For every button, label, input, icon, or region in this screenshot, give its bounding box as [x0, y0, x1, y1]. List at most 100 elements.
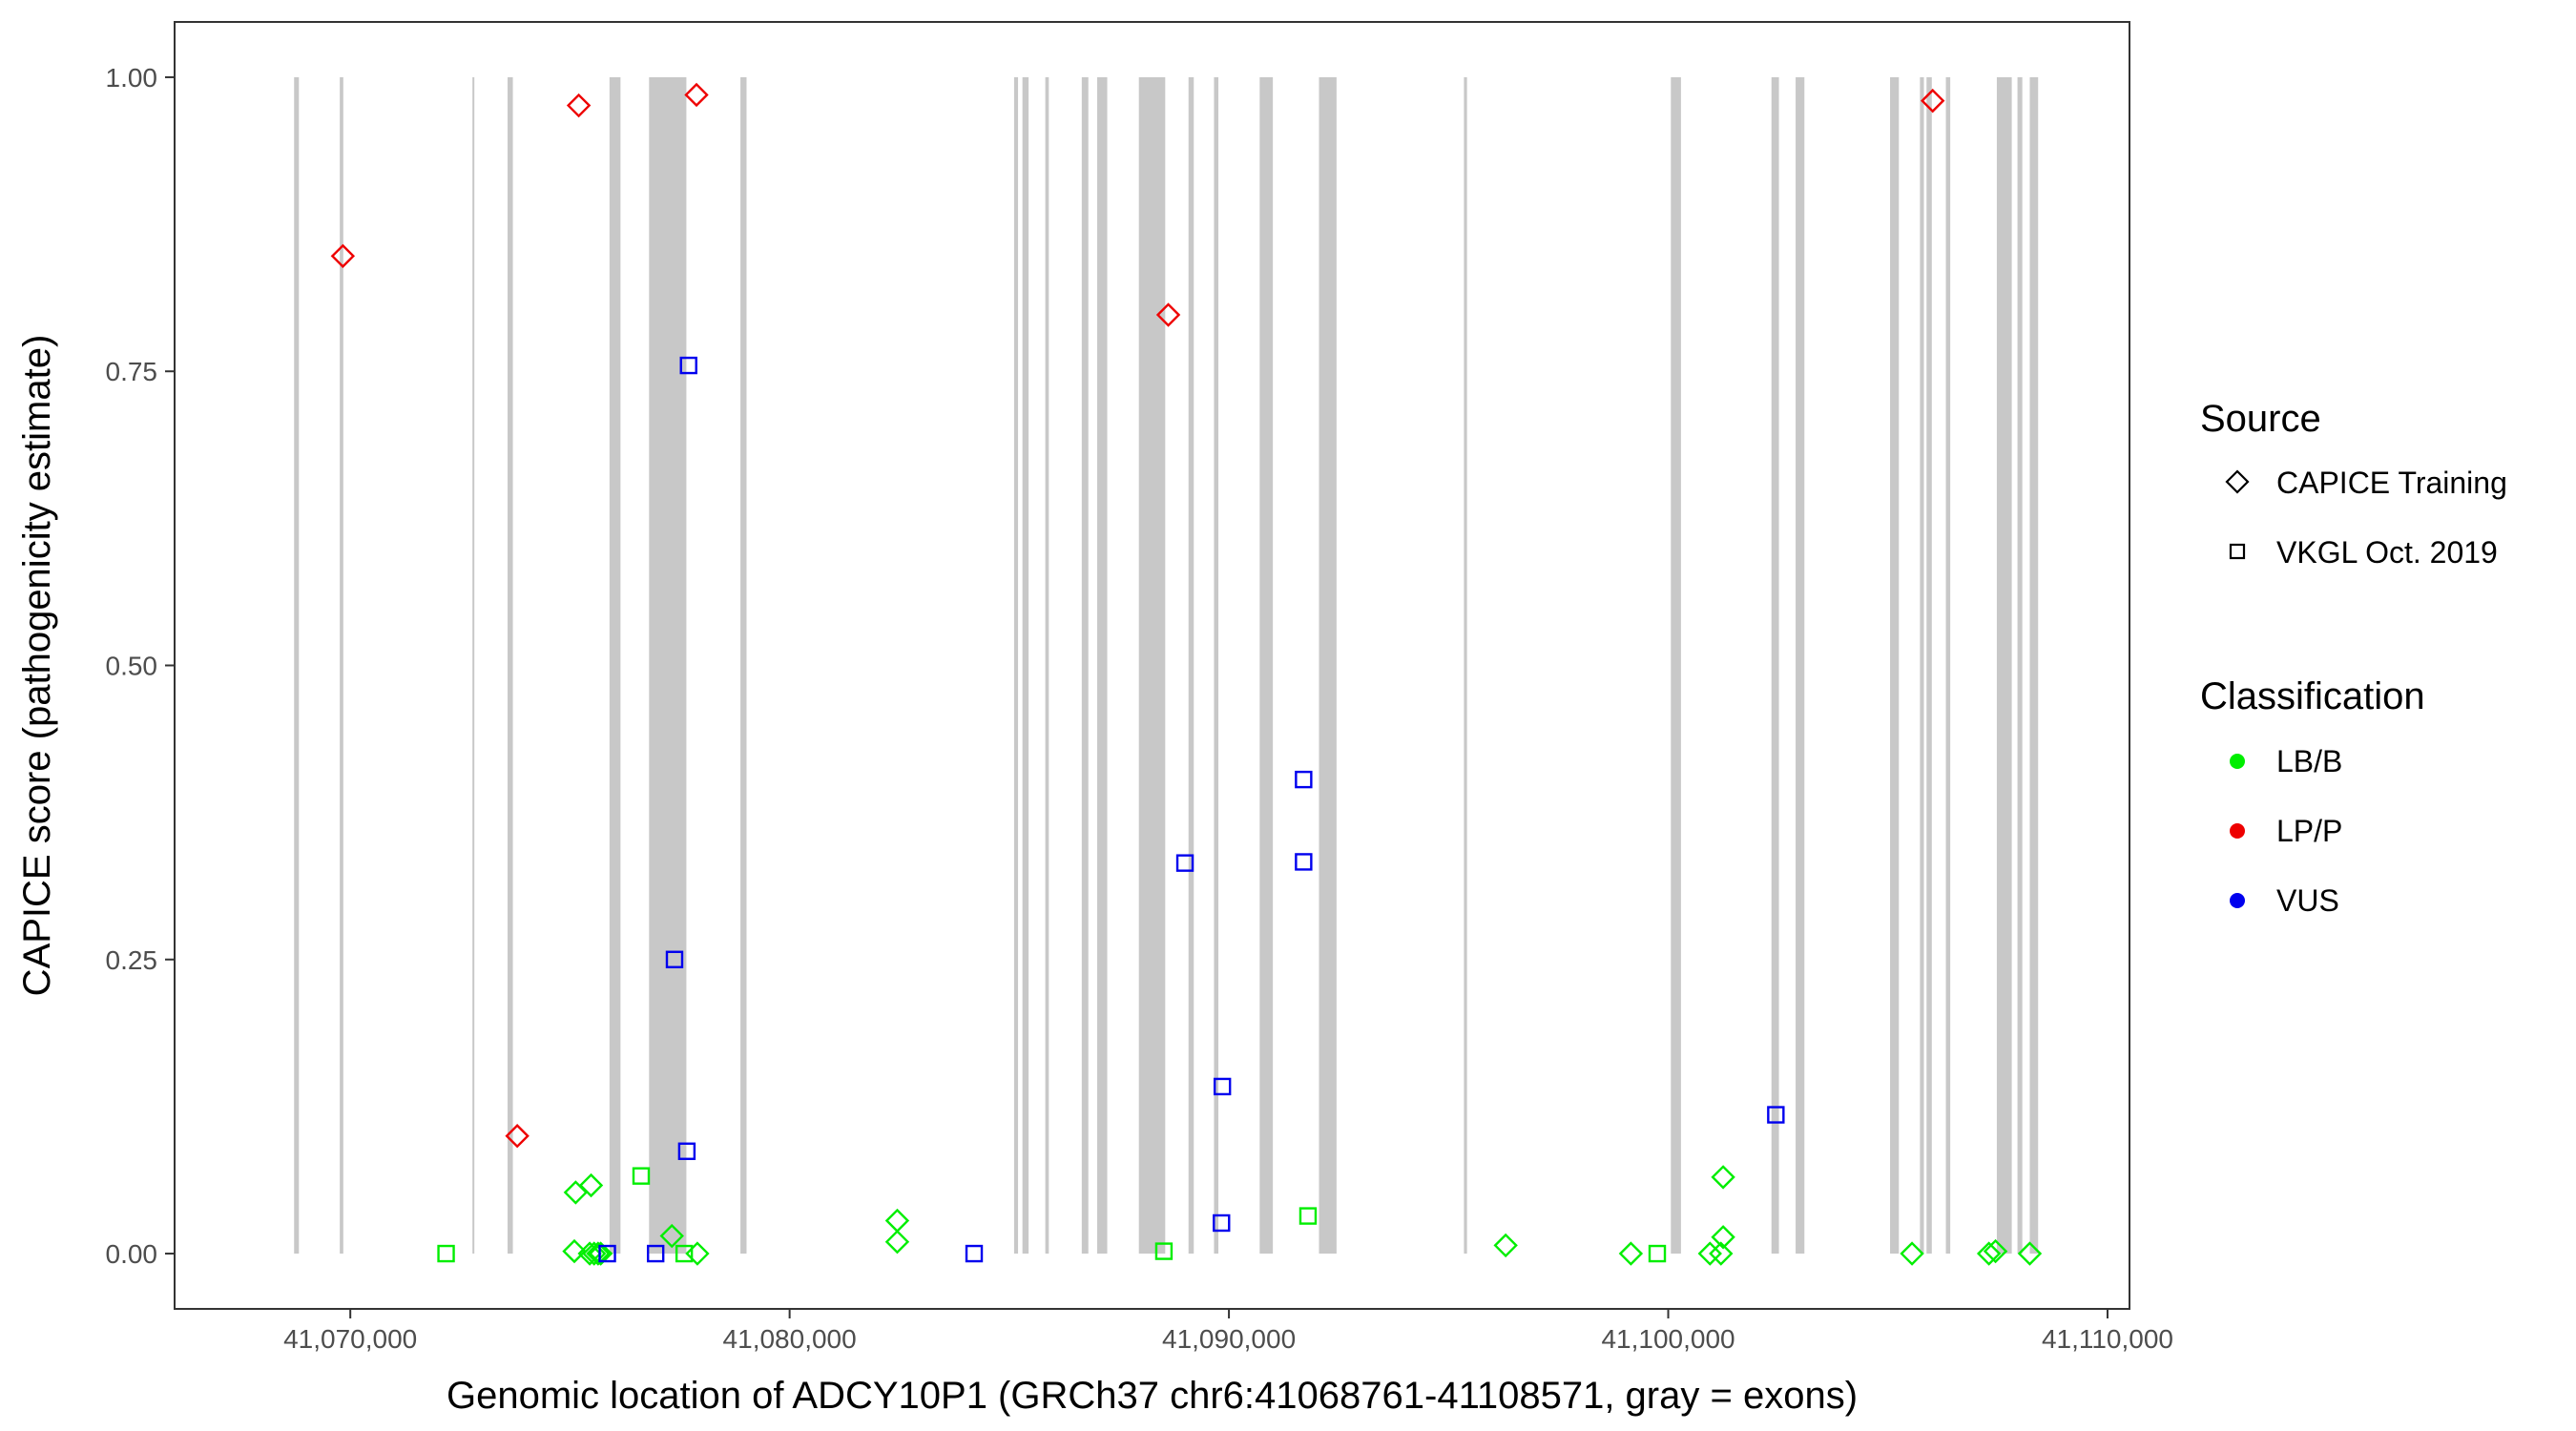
y-axis-ticks: 0.00 0.25 0.50 0.75 1.00 [106, 63, 175, 1269]
exon-band [649, 76, 687, 1255]
data-point-diamond [659, 1223, 684, 1249]
exon-band [1464, 76, 1467, 1255]
data-point-square [1213, 1213, 1231, 1233]
data-point-square [679, 356, 697, 375]
data-point-diamond [563, 1180, 589, 1205]
x-tick-label: 41,110,000 [2042, 1324, 2173, 1354]
y-tick-label: 0.50 [106, 652, 158, 681]
data-point-square [646, 1244, 665, 1263]
data-point-diamond [1697, 1241, 1722, 1266]
legend-source-label: VKGL Oct. 2019 [2276, 535, 2498, 570]
data-point-square [1295, 853, 1313, 871]
y-tick-label: 0.25 [106, 945, 158, 975]
legend-classification-label: VUS [2276, 883, 2339, 918]
exon-band [1214, 76, 1219, 1255]
data-point-diamond [1976, 1241, 2002, 1266]
x-tick-label: 41,090,000 [1162, 1324, 1296, 1354]
data-point-square [437, 1244, 455, 1263]
y-tick-label: 1.00 [106, 63, 158, 93]
data-point-diamond [1493, 1233, 1518, 1258]
data-point-square [1648, 1244, 1667, 1263]
x-tick-label: 41,070,000 [283, 1324, 417, 1354]
data-point-square [1175, 854, 1195, 872]
data-point-diamond [562, 1238, 587, 1264]
exon-band [1920, 76, 1924, 1255]
exon-band [2017, 76, 2023, 1255]
data-point-square [1154, 1242, 1174, 1260]
exon-band [1996, 76, 2012, 1255]
data-point-square [598, 1244, 616, 1263]
legend-square-key [2229, 543, 2246, 560]
y-axis-title: CAPICE score (pathogenicity estimate) [16, 335, 58, 997]
data-point-diamond [1711, 1225, 1735, 1250]
exon-band [1796, 76, 1805, 1255]
data-point-diamond [685, 1241, 710, 1266]
exon-band [1890, 76, 1900, 1255]
legend-source: Source CAPICE Training VKGL Oct. 2019 [2200, 398, 2507, 570]
exon-band [1945, 76, 1951, 1255]
data-point-diamond [884, 1208, 910, 1234]
x-tick-label: 41,100,000 [1601, 1324, 1735, 1354]
data-point-square [1767, 1106, 1785, 1124]
x-tick-label: 41,080,000 [723, 1324, 857, 1354]
exon-band [1138, 76, 1166, 1255]
data-point-diamond [1900, 1241, 1924, 1266]
data-point-diamond [1618, 1241, 1644, 1266]
data-point-diamond [588, 1241, 613, 1266]
exon-band [1081, 76, 1089, 1255]
data-point-square [965, 1244, 984, 1263]
legend-color-key [2230, 754, 2245, 769]
exon-band [740, 76, 747, 1255]
exon-band [1259, 76, 1274, 1255]
data-point-square [1298, 1207, 1318, 1225]
data-point-diamond [330, 243, 356, 269]
legend-diamond-key [2225, 469, 2250, 494]
exon-band [472, 76, 475, 1255]
x-axis-title: Genomic location of ADCY10P1 (GRCh37 chr… [447, 1375, 1858, 1417]
y-tick-label: 0.75 [106, 357, 158, 386]
exon-band [1926, 76, 1932, 1255]
legend-source-title: Source [2200, 398, 2321, 440]
exon-band [1771, 76, 1779, 1255]
data-point-diamond [1155, 302, 1181, 327]
data-point-square [665, 950, 684, 968]
exon-band [294, 76, 300, 1255]
data-point-diamond [684, 82, 709, 108]
y-tick-label: 0.00 [106, 1239, 158, 1269]
exon-band [1013, 76, 1019, 1255]
legend-classification-label: LB/B [2276, 744, 2342, 778]
data-point-square [675, 1244, 694, 1263]
data-point-diamond [586, 1241, 611, 1266]
exon-band [1022, 76, 1029, 1255]
exon-band [1671, 76, 1681, 1255]
data-point-diamond [505, 1124, 530, 1149]
legend-classification-label: LP/P [2276, 814, 2342, 848]
legend-source-label: CAPICE Training [2276, 466, 2507, 500]
exon-band [1188, 76, 1195, 1255]
data-point-square [1213, 1077, 1232, 1096]
exon-band [2029, 76, 2039, 1255]
exon-bands [294, 76, 2039, 1255]
legend-classification-title: Classification [2200, 675, 2425, 717]
data-point-diamond [1709, 1241, 1734, 1266]
data-point-diamond [1983, 1238, 2008, 1264]
data-point-square [632, 1167, 651, 1185]
legend-color-key [2230, 893, 2245, 908]
exon-band [609, 76, 621, 1255]
data-point-diamond [884, 1230, 910, 1255]
exon-band [1319, 76, 1337, 1255]
data-point-square [1295, 770, 1313, 789]
exon-band [1045, 76, 1049, 1255]
exon-band [1096, 76, 1108, 1255]
data-point-diamond [577, 1241, 602, 1266]
data-point-diamond [2017, 1241, 2043, 1266]
data-point-diamond [1921, 88, 1945, 114]
exon-band [340, 76, 343, 1255]
data-point-diamond [566, 93, 592, 118]
data-point-square [677, 1142, 696, 1160]
legend-color-key [2230, 823, 2245, 839]
exon-band [508, 76, 513, 1255]
data-points [330, 82, 2043, 1266]
data-point-diamond [582, 1241, 607, 1266]
